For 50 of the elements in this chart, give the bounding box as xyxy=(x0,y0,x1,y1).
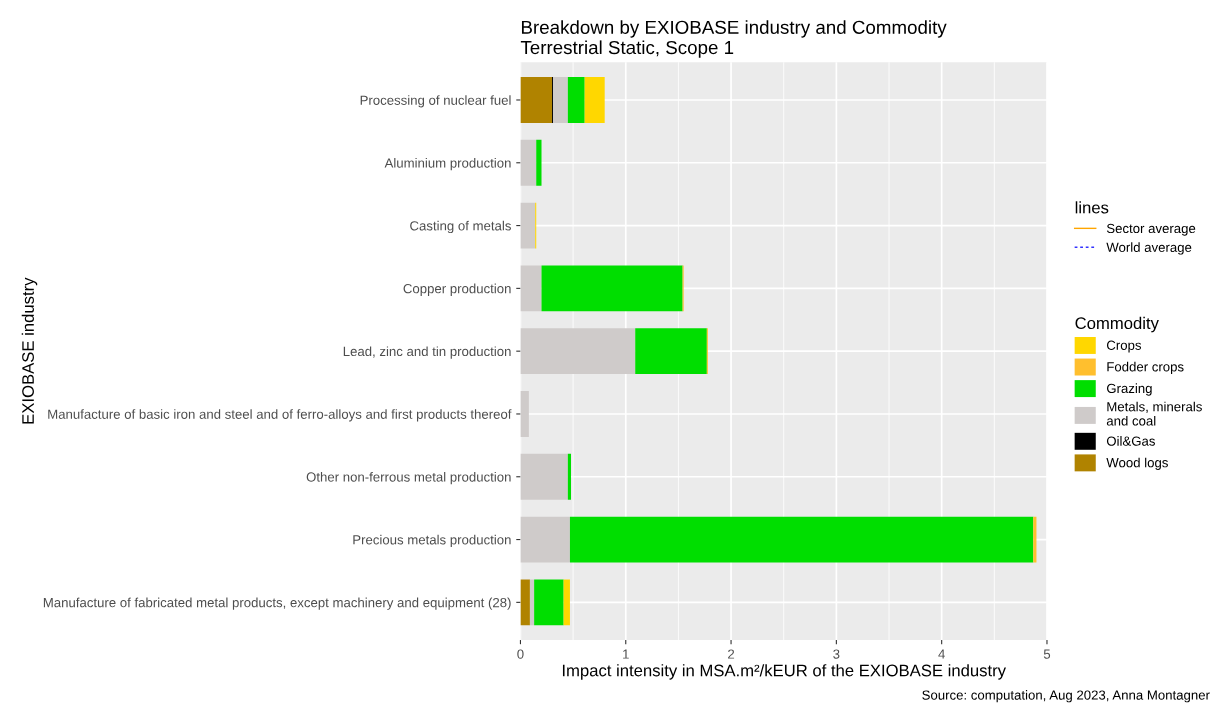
bar xyxy=(553,77,568,123)
y-tick-label: Precious metals production xyxy=(353,534,511,548)
bar xyxy=(520,516,570,563)
bar xyxy=(520,202,536,249)
x-tick-label: 5 xyxy=(1043,649,1051,659)
y-axis-title: EXIOBASE industry xyxy=(21,277,38,424)
x-axis-title: Impact intensity in MSA.m²/kEUR of the EXIOBASE industry xyxy=(562,664,1006,680)
legend-label: Oil&Gas xyxy=(1106,436,1155,446)
legend-label: Metals, minerals and coal xyxy=(1106,401,1202,426)
y-tick-label: Processing of nuclear fuel xyxy=(360,95,511,108)
y-tick-label: Lead, zinc and tin production xyxy=(343,346,511,359)
bar xyxy=(529,579,535,626)
bar xyxy=(520,328,636,375)
bar xyxy=(635,328,707,375)
y-tick-label: Manufacture of basic iron and steel and of ferro-alloys and first products thereof xyxy=(48,409,512,422)
y-tick-label: Manufacture of fabricated metal products, except machinery and equipment (28) xyxy=(43,597,511,610)
legend-label: World average xyxy=(1106,242,1192,255)
y-tick-label: Copper production xyxy=(403,283,511,296)
legend-label: Crops xyxy=(1106,340,1142,353)
x-tick-label: 3 xyxy=(833,649,840,659)
text: lines xyxy=(1075,201,1109,214)
chart-title: Breakdown by EXIOBASE industry and Commodity Terrestrial Static, Scope 1 xyxy=(520,20,947,58)
bar xyxy=(520,77,553,123)
y-tick-label: Other non-ferrous metal production xyxy=(306,471,511,485)
bar xyxy=(520,139,537,186)
bar xyxy=(520,391,529,437)
bar xyxy=(541,265,683,312)
bar xyxy=(520,579,530,626)
bar xyxy=(567,77,585,123)
x-tick-label: 1 xyxy=(623,649,629,659)
legend-label: Wood logs xyxy=(1106,457,1168,470)
y-tick-label: Casting of metals xyxy=(410,220,511,234)
x-tick-label: 2 xyxy=(728,649,735,659)
text: Commodity xyxy=(1075,316,1159,333)
bar xyxy=(567,453,571,500)
bar xyxy=(520,453,568,500)
bar xyxy=(534,579,564,626)
legend-label: Fodder crops xyxy=(1107,361,1184,375)
x-tick-label: 4 xyxy=(938,649,945,659)
bar xyxy=(584,77,605,123)
legend-label: Grazing xyxy=(1106,383,1152,396)
source-note: Source: computation, Aug 2023, Anna Montagner xyxy=(922,690,1210,703)
y-tick-label: Aluminium production xyxy=(384,158,511,171)
bar xyxy=(563,579,570,626)
bar xyxy=(536,139,542,186)
x-tick-label: 0 xyxy=(517,649,524,659)
bar xyxy=(569,516,1034,563)
bar xyxy=(520,265,542,312)
bar xyxy=(1033,516,1037,563)
legend-label: Sector average xyxy=(1106,223,1196,236)
